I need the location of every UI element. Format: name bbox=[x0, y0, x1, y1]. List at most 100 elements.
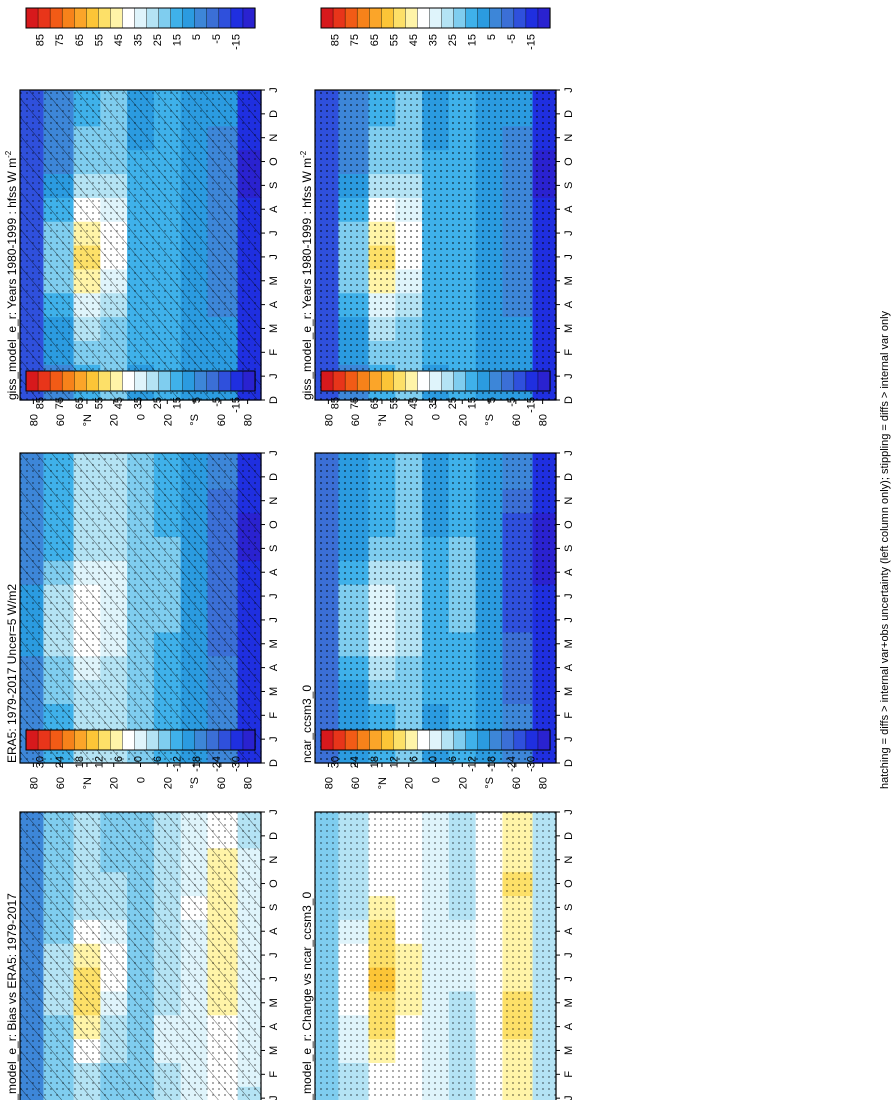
colorbar-label: 25 bbox=[447, 34, 459, 46]
colorbar-label: 55 bbox=[388, 397, 400, 409]
colorbar-swatch bbox=[170, 370, 184, 392]
colorbar-swatch bbox=[230, 370, 244, 392]
colorbar-swatch bbox=[441, 7, 455, 29]
colorbar-swatch bbox=[513, 7, 527, 29]
colorbar-swatch bbox=[98, 729, 111, 751]
colorbar-label: -5 bbox=[506, 34, 518, 44]
panel-title: giss_model_e_r: Years 1980-1999 : hfss W… bbox=[299, 150, 314, 400]
month-tick-label: O bbox=[268, 157, 280, 166]
lat-tick-label: 20 bbox=[404, 777, 416, 789]
colorbar-swatch bbox=[320, 729, 334, 751]
colorbar-swatch bbox=[182, 729, 196, 751]
colorbar-swatch bbox=[453, 370, 467, 392]
colorbar-swatch bbox=[501, 370, 515, 392]
month-tick-label: M bbox=[563, 276, 575, 285]
colorbar: 85 75 65 55 45 35 25 15 5 -5 -15 bbox=[320, 370, 551, 413]
month-tick-label: F bbox=[268, 349, 280, 356]
month-tick-label: N bbox=[268, 134, 280, 142]
colorbar-swatch bbox=[25, 729, 39, 751]
month-tick-label: A bbox=[268, 663, 280, 671]
colorbar-label: -15 bbox=[525, 397, 537, 413]
panel-4: 80 60 °N 20 0 20 °S 60 80DJFMAMJJASONDJncar_ccsm… bbox=[300, 370, 575, 789]
month-tick-label: N bbox=[268, 497, 280, 505]
colorbar-label: 30 bbox=[35, 756, 47, 768]
colorbar-swatch bbox=[86, 7, 99, 29]
colorbar-swatch bbox=[405, 729, 419, 751]
colorbar-swatch bbox=[122, 729, 136, 751]
colorbar-swatch bbox=[356, 370, 370, 392]
colorbar-label: -5 bbox=[211, 397, 223, 407]
colorbar-label: -24 bbox=[211, 756, 223, 772]
month-tick-label: A bbox=[268, 205, 280, 213]
colorbar-swatch bbox=[429, 729, 443, 751]
colorbar-swatch bbox=[25, 370, 39, 392]
colorbar-label: 5 bbox=[486, 397, 498, 403]
colorbar-swatch bbox=[417, 729, 431, 751]
panel-title: ERA5: 1979-2017 Uncer=5 W/m2 bbox=[5, 584, 19, 763]
lat-tick-label: 80 bbox=[28, 777, 40, 789]
month-tick-label: J bbox=[563, 976, 575, 982]
month-tick-label: M bbox=[563, 639, 575, 648]
lat-tick-label: 20 bbox=[457, 777, 469, 789]
month-tick-label: S bbox=[268, 904, 280, 911]
colorbar-swatch bbox=[441, 729, 455, 751]
colorbar-label: -15 bbox=[230, 34, 242, 50]
month-tick-label: M bbox=[268, 998, 280, 1007]
lat-tick-label: 80 bbox=[243, 777, 255, 789]
colorbar-label: -15 bbox=[525, 34, 537, 50]
colorbar-swatch bbox=[206, 729, 220, 751]
lat-tick-label: 20 bbox=[404, 414, 416, 426]
month-tick-label: A bbox=[563, 205, 575, 213]
colorbar-label: -15 bbox=[230, 397, 242, 413]
colorbar-label: -18 bbox=[191, 756, 203, 772]
colorbar-label: -12 bbox=[467, 756, 479, 772]
colorbar-label: 15 bbox=[172, 34, 184, 46]
month-tick-label: A bbox=[563, 300, 575, 308]
colorbar-swatch bbox=[344, 7, 358, 29]
stippling-overlay bbox=[315, 453, 556, 763]
colorbar-swatch bbox=[525, 7, 539, 29]
colorbar-label: 6 bbox=[408, 756, 420, 762]
lat-tick-label: 60 bbox=[350, 414, 362, 426]
colorbar-swatch bbox=[194, 729, 208, 751]
colorbar-label: 15 bbox=[467, 34, 479, 46]
colorbar-swatch bbox=[61, 370, 75, 392]
colorbar-swatch bbox=[405, 7, 419, 29]
colorbar-swatch bbox=[98, 7, 111, 29]
lat-tick-label: °S bbox=[189, 414, 201, 426]
colorbar-swatch bbox=[49, 370, 63, 392]
colorbar-swatch bbox=[537, 7, 551, 29]
colorbar-swatch bbox=[86, 729, 99, 751]
colorbar-label: -24 bbox=[506, 756, 518, 772]
colorbar-swatch bbox=[537, 370, 551, 392]
colorbar-swatch bbox=[74, 370, 87, 392]
colorbar-swatch bbox=[134, 729, 148, 751]
month-tick-label: M bbox=[563, 687, 575, 696]
colorbar-swatch bbox=[170, 7, 184, 29]
colorbar-label: 85 bbox=[330, 34, 342, 46]
colorbar-swatch bbox=[158, 370, 172, 392]
colorbar-swatch bbox=[230, 7, 244, 29]
colorbar-swatch bbox=[393, 729, 406, 751]
panel-6: 8060°N20020°S6080DJFMAMJJASONDJgiss_mode… bbox=[300, 729, 575, 1100]
month-tick-label: D bbox=[563, 396, 575, 404]
colorbar-label: -30 bbox=[230, 756, 242, 772]
colorbar-swatch bbox=[453, 729, 467, 751]
colorbar-swatch bbox=[465, 729, 479, 751]
month-tick-label: S bbox=[268, 182, 280, 189]
lat-tick-label: 60 bbox=[350, 777, 362, 789]
lat-tick-label: °N bbox=[82, 414, 94, 426]
lat-tick-label: 60 bbox=[511, 777, 523, 789]
colorbar-swatch bbox=[170, 729, 184, 751]
colorbar-swatch bbox=[477, 7, 491, 29]
month-tick-label: O bbox=[563, 879, 575, 888]
month-tick-label: N bbox=[563, 497, 575, 505]
month-tick-label: J bbox=[268, 1095, 280, 1100]
colorbar-swatch bbox=[194, 370, 208, 392]
lat-tick-label: 60 bbox=[511, 414, 523, 426]
colorbar-swatch bbox=[489, 7, 503, 29]
colorbar-swatch bbox=[417, 370, 431, 392]
colorbar-label: 6 bbox=[113, 756, 125, 762]
